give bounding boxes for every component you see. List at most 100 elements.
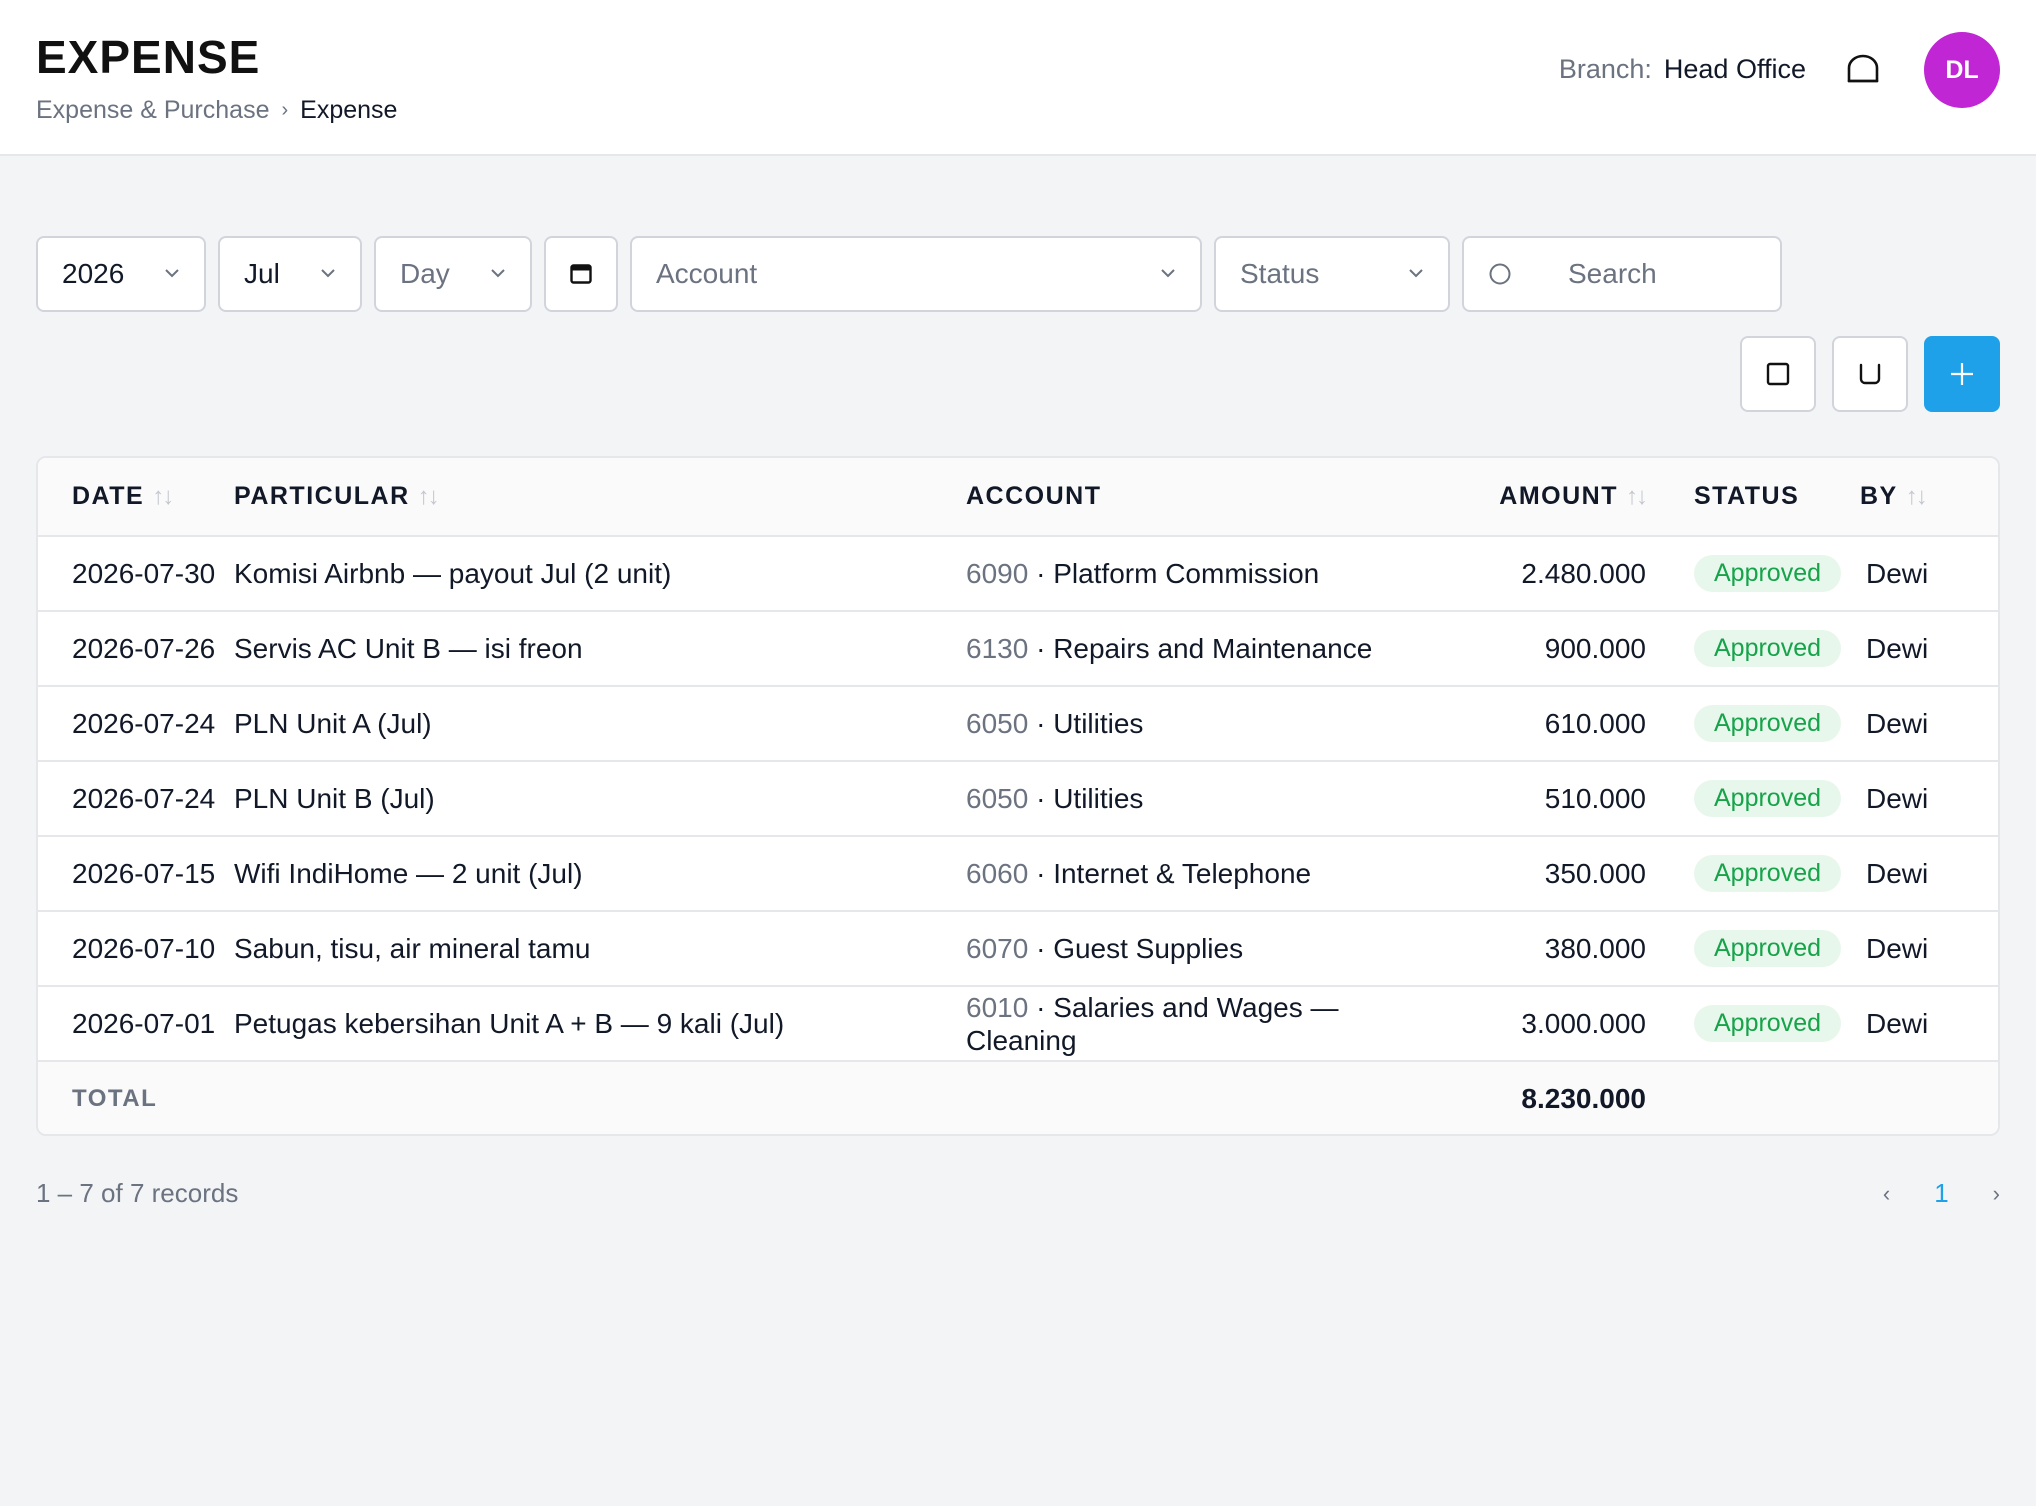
cell-account: 6050 · Utilities <box>966 761 1416 836</box>
column-header-particular[interactable]: PARTICULAR ↑↓ <box>234 458 966 537</box>
cell-status: Approved <box>1646 986 1842 1061</box>
cell-particular: Komisi Airbnb — payout Jul (2 unit) <box>234 557 672 589</box>
cell-amount: 350.000 <box>1544 857 1646 889</box>
status-select-placeholder: Status <box>1240 258 1320 289</box>
cell-by: Dewi <box>1866 782 1929 814</box>
status-badge: Approved <box>1694 855 1842 892</box>
total-amount: 8.230.000 <box>1521 1082 1646 1114</box>
cell-account: 6130 · Repairs and Maintenance <box>966 611 1416 686</box>
cell-amount: 380.000 <box>1544 932 1646 964</box>
status-select[interactable]: Status <box>1214 236 1450 312</box>
export-icon <box>1859 363 1881 385</box>
account-separator: · <box>1028 858 1054 889</box>
account-name: Repairs and Maintenance <box>1053 633 1373 664</box>
account-separator: · <box>1028 933 1054 964</box>
prev-page-button[interactable]: ‹ <box>1882 1180 1891 1206</box>
chevron-down-icon <box>165 269 179 278</box>
cell-particular: PLN Unit B (Jul) <box>234 782 435 814</box>
cell-date: 2026-07-30 <box>72 557 216 589</box>
cell-by: Dewi <box>1866 857 1929 889</box>
cell-amount: 900.000 <box>1544 632 1646 664</box>
search-input[interactable]: Search <box>1462 236 1782 312</box>
records-count: 1 – 7 of 7 records <box>36 1178 239 1208</box>
page-title: EXPENSE <box>36 31 261 83</box>
table-row[interactable]: 2026-07-24 PLN Unit A (Jul) 6050 · Utiliti… <box>38 686 1998 761</box>
cell-amount: 2.480.000 <box>1521 557 1646 589</box>
breadcrumb-separator: › <box>281 99 289 121</box>
account-separator: · <box>1028 633 1054 664</box>
cell-particular: Servis AC Unit B — isi freon <box>234 632 583 664</box>
column-header-account: ACCOUNT <box>966 458 1416 537</box>
table-row[interactable]: 2026-07-01 Petugas kebersihan Unit A + B … <box>38 986 1998 1061</box>
column-header-label: STATUS <box>1694 482 1800 510</box>
sort-icon[interactable]: ↑↓ <box>417 483 440 510</box>
branch-value[interactable]: Head Office <box>1663 54 1806 84</box>
account-separator: · <box>1028 783 1054 814</box>
column-header-label: PARTICULAR <box>234 482 410 510</box>
avatar[interactable]: DL <box>1924 32 2000 108</box>
cell-by: Dewi <box>1866 932 1929 964</box>
cell-status: Approved <box>1646 836 1842 911</box>
cell-date: 2026-07-01 <box>72 1007 216 1039</box>
cell-date: 2026-07-24 <box>72 782 216 814</box>
column-header-amount[interactable]: AMOUNT ↑↓ <box>1416 458 1648 537</box>
table-total-row: TOTAL 8.230.000 <box>38 1061 1998 1134</box>
account-code: 6090 <box>966 558 1029 589</box>
table-row[interactable]: 2026-07-26 Servis AC Unit B — isi freon 61… <box>38 611 1998 686</box>
column-header-label: BY <box>1860 482 1898 510</box>
table-row[interactable]: 2026-07-15 Wifi IndiHome — 2 unit (Jul) 60… <box>38 836 1998 911</box>
export-button[interactable] <box>1832 336 1908 412</box>
cell-status: Approved <box>1646 686 1842 761</box>
cell-account: 6090 · Platform Commission <box>966 536 1416 611</box>
column-header-label: ACCOUNT <box>966 482 1102 510</box>
sort-icon[interactable]: ↑↓ <box>152 483 174 510</box>
cell-status: Approved <box>1646 911 1842 986</box>
columns-button[interactable] <box>1740 336 1816 412</box>
calendar-button[interactable] <box>544 236 618 312</box>
chevron-down-icon <box>1161 269 1175 278</box>
account-code: 6070 <box>966 933 1029 964</box>
status-badge: Approved <box>1694 1005 1842 1042</box>
month-select[interactable]: Jul <box>218 236 362 312</box>
cell-by: Dewi <box>1866 557 1929 589</box>
breadcrumb-item-expense: Expense <box>300 96 398 124</box>
account-name: Utilities <box>1053 783 1144 814</box>
account-code: 6050 <box>966 708 1029 739</box>
branch-selector[interactable]: Branch: Head Office <box>1559 54 1806 85</box>
chevron-down-icon <box>491 269 505 278</box>
account-select[interactable]: Account <box>630 236 1202 312</box>
expense-table: DATE ↑↓ PARTICULAR ↑↓ ACCOUNT AMOUNT ↑↓ STA… <box>36 456 2000 1136</box>
account-separator: · <box>1028 991 1054 1023</box>
cell-by: Dewi <box>1866 632 1929 664</box>
day-select[interactable]: Day <box>374 236 532 312</box>
column-header-by[interactable]: BY ↑↓ <box>1832 458 1998 537</box>
cell-date: 2026-07-26 <box>72 632 216 664</box>
add-expense-button[interactable] <box>1924 336 2000 412</box>
table-row[interactable]: 2026-07-10 Sabun, tisu, air mineral tamu 6… <box>38 911 1998 986</box>
table-row[interactable]: 2026-07-30 Komisi Airbnb — payout Jul (2 … <box>38 536 1998 611</box>
account-code: 6010 <box>966 991 1029 1023</box>
table-row[interactable]: 2026-07-24 PLN Unit B (Jul) 6050 · Utiliti… <box>38 761 1998 836</box>
next-page-button[interactable]: › <box>1992 1180 2000 1206</box>
cell-amount: 510.000 <box>1544 782 1646 814</box>
account-name: Guest Supplies <box>1053 933 1244 964</box>
column-header-date[interactable]: DATE ↑↓ <box>38 458 234 537</box>
cell-by: Dewi <box>1866 707 1929 739</box>
sort-icon[interactable]: ↑↓ <box>1905 483 1928 510</box>
sort-icon[interactable]: ↑↓ <box>1626 483 1648 510</box>
app-header: EXPENSE Expense & Purchase › Expense Bra… <box>0 0 2036 156</box>
day-select-placeholder: Day <box>400 258 450 289</box>
breadcrumb-item-expense-purchase[interactable]: Expense & Purchase <box>36 96 270 124</box>
status-badge: Approved <box>1694 780 1842 817</box>
year-select[interactable]: 2026 <box>36 236 206 312</box>
status-badge: Approved <box>1694 930 1842 967</box>
account-name: Internet & Telephone <box>1053 858 1312 889</box>
account-name: Platform Commission <box>1053 558 1320 589</box>
breadcrumb: Expense & Purchase › Expense <box>36 96 397 125</box>
page-number-button[interactable]: 1 <box>1934 1178 1949 1208</box>
column-header-label: AMOUNT <box>1499 482 1618 510</box>
cell-amount: 610.000 <box>1544 707 1646 739</box>
bell-icon[interactable] <box>1846 54 1880 86</box>
month-select-value: Jul <box>244 258 280 289</box>
cell-account: 6060 · Internet & Telephone <box>966 836 1416 911</box>
